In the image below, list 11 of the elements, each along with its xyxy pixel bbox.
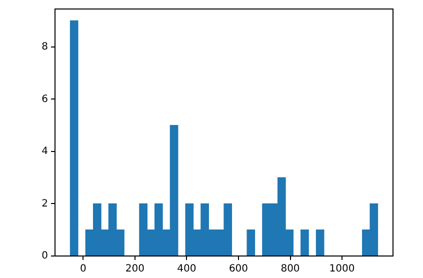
y-tick-label: 2 <box>42 198 48 210</box>
y-tick-label: 8 <box>42 41 48 52</box>
x-tick-label: 200 <box>125 264 145 275</box>
x-tick-label: 400 <box>177 264 196 275</box>
y-tick-label: 0 <box>42 250 48 262</box>
x-tick-label: 1000 <box>329 264 355 275</box>
x-tick-label: 800 <box>280 264 300 275</box>
y-tick-label: 6 <box>42 94 48 105</box>
y-tick-label: 4 <box>42 146 48 158</box>
x-tick-label: 600 <box>228 264 248 275</box>
x-tick-label: 0 <box>80 264 86 275</box>
